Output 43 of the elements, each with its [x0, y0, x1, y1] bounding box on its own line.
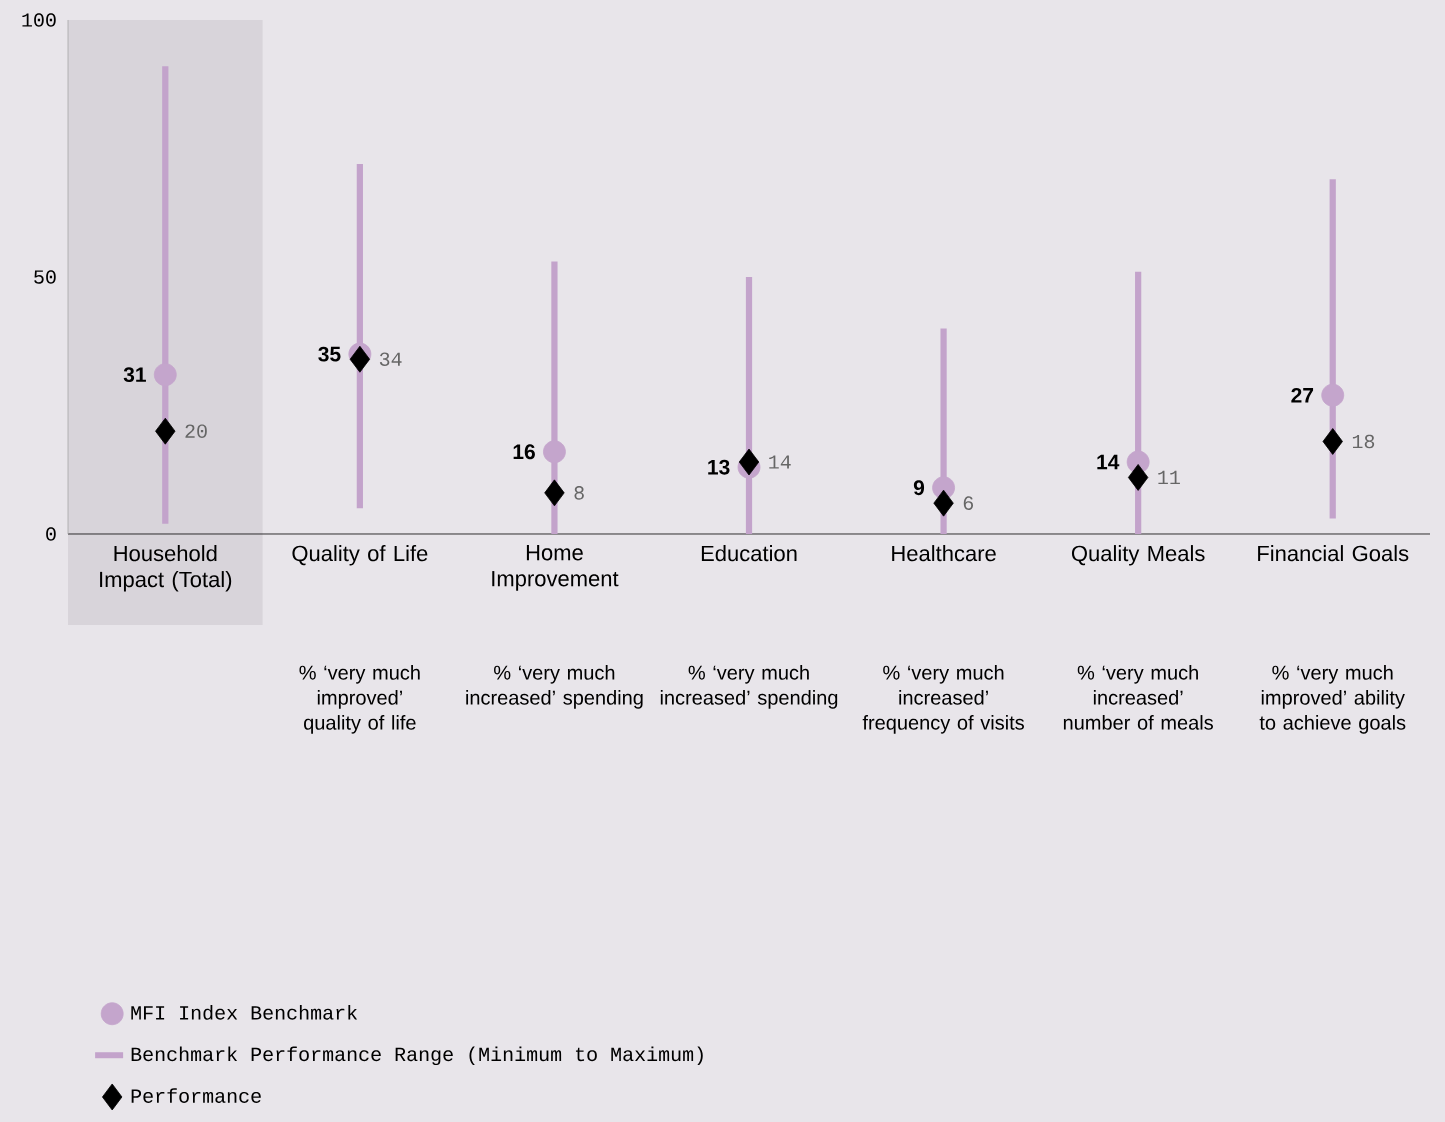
data-label: 18 — [1352, 434, 1375, 449]
x-tick-label: Household Impact (Total) — [100, 545, 232, 592]
text: % ‘very much increased’ number of meals — [1063, 665, 1213, 730]
legend-label: MFI Index Benchmark — [131, 1004, 358, 1020]
data-label: 27 — [1291, 387, 1314, 403]
data-label: 16 — [513, 444, 535, 460]
x-tick-label: Healthcare — [892, 545, 996, 562]
data-label: 34 — [379, 352, 402, 367]
x-tick-label: Home Improvement — [492, 545, 619, 591]
legend-label: Benchmark Performance Range (Minimum to Maximum) — [131, 1046, 703, 1066]
data-label: 14 — [1097, 454, 1120, 470]
text: % ‘very much increased’ spending — [466, 665, 643, 709]
point — [738, 448, 760, 476]
data-label: 14 — [769, 455, 791, 469]
text: % ‘very much increased’ frequency of visits — [862, 665, 1024, 734]
x-tick-label: Financial Goals — [1258, 545, 1409, 562]
x-tick-label: Quality of Life — [292, 545, 428, 566]
point — [153, 363, 177, 387]
point — [543, 440, 566, 464]
data-label: 6 — [963, 496, 974, 510]
legend-label: Performance — [131, 1088, 261, 1103]
text: % ‘very much improved’ ability to achieve goals — [1259, 665, 1406, 734]
data-label: 8 — [574, 486, 584, 500]
data-label: 35 — [318, 346, 341, 362]
x-tick-label: Education — [701, 545, 797, 562]
x-tick-label: Quality Meals — [1071, 545, 1205, 566]
y-tick-label: 100 — [22, 13, 56, 27]
point — [349, 345, 371, 373]
y-tick-label: 50 — [34, 270, 56, 284]
text: % ‘very much increased’ spending — [660, 665, 838, 709]
point — [544, 479, 565, 507]
y-tick-label: 0 — [46, 527, 56, 541]
data-label: 31 — [123, 367, 146, 383]
point — [1321, 383, 1345, 407]
point — [933, 489, 954, 517]
data-label: 13 — [708, 459, 730, 475]
point — [1322, 428, 1343, 455]
point — [155, 417, 176, 445]
data-label: 9 — [913, 480, 925, 496]
point — [1128, 464, 1149, 491]
data-label: 11 — [1158, 470, 1180, 485]
data-label: 20 — [185, 424, 207, 438]
text: % ‘very much improved’ quality of life — [299, 665, 420, 734]
